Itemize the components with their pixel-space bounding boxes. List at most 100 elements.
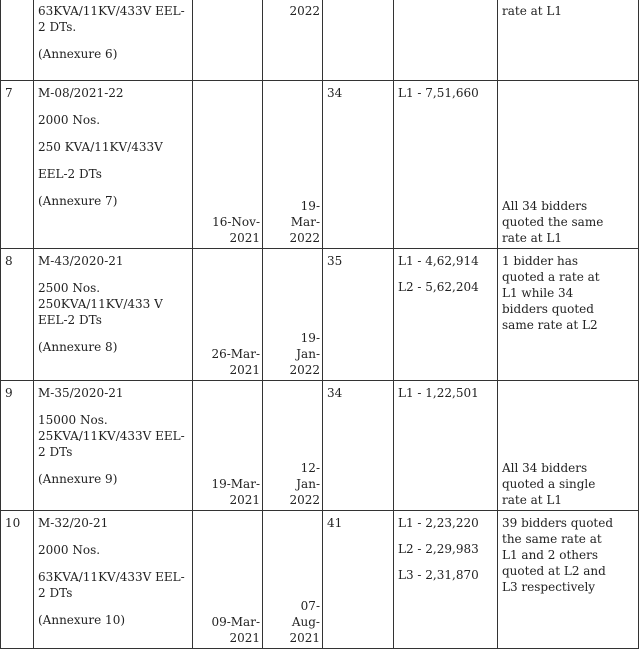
remark-line: rate at L1 <box>502 231 563 245</box>
rates-cell: L1 - 2,23,220 L2 - 2,29,983 L3 - 2,31,870 <box>393 510 498 649</box>
date-line: 2022 <box>289 493 320 507</box>
remark-line: All 34 bidders <box>502 461 588 475</box>
remark-line: quoted the same <box>502 215 604 229</box>
date-line: 2022 <box>289 4 320 18</box>
remark-line: L1 and 2 others <box>502 548 599 562</box>
date-line: 2021 <box>229 493 260 507</box>
tender-line: 63KVA/11KV/433V EEL-2 DTs <box>38 570 185 600</box>
rate-line: L2 - 2,29,983 <box>398 542 479 556</box>
nit-date-cell: 16-Nov- 2021 <box>192 80 263 249</box>
table-row: 9 M-35/2020-21 15000 Nos. 25KVA/11KV/433V … <box>0 380 639 511</box>
rates-cell: L1 - 4,62,914 L2 - 5,62,204 <box>393 248 498 381</box>
date-line: 07- <box>300 599 320 613</box>
tender-line: 2000 Nos. <box>38 543 101 557</box>
tender-details-cell: 63KVA/11KV/433V EEL-2 DTs. (Annexure 6) <box>33 0 193 81</box>
tender-details-cell: M-43/2020-21 2500 Nos. 250KVA/11KV/433 V … <box>33 248 193 381</box>
date-line: Jan- <box>296 477 320 491</box>
remark-line: quoted a single <box>502 477 596 491</box>
bidders-count-cell: 35 <box>322 248 394 381</box>
tender-line: M-08/2021-22 <box>38 86 124 100</box>
table-row: 8 M-43/2020-21 2500 Nos. 250KVA/11KV/433 V… <box>0 248 639 381</box>
rates-cell: L1 - 7,51,660 <box>393 80 498 249</box>
tender-line: 2000 Nos. <box>38 113 101 127</box>
tender-line: 250 KVA/11KV/433V <box>38 140 163 154</box>
rate-line: L1 - 2,23,220 <box>398 516 479 530</box>
remark-line: the same rate at <box>502 532 602 546</box>
tender-line: M-43/2020-21 <box>38 254 124 268</box>
tender-line: EEL-2 DTs <box>38 167 102 181</box>
tender-line: (Annexure 9) <box>38 472 118 486</box>
tender-details-cell: M-08/2021-22 2000 Nos. 250 KVA/11KV/433V EE… <box>33 80 193 249</box>
date-line: Jan- <box>296 347 320 361</box>
remarks-cell: All 34 bidders quoted the same rate at L1 <box>497 80 639 249</box>
date-line: Mar- <box>290 215 320 229</box>
rate-line: L1 - 4,62,914 <box>398 254 479 268</box>
tender-line: (Annexure 7) <box>38 194 118 208</box>
rate-line: L1 - 7,51,660 <box>398 86 479 100</box>
date-line: 2022 <box>289 231 320 245</box>
date-line: 09-Mar- <box>211 615 260 629</box>
tender-line: M-35/2020-21 <box>38 386 124 400</box>
tender-line: M-32/20-21 <box>38 516 109 530</box>
serial-number-cell: 7 <box>0 80 34 249</box>
date-line: 12- <box>300 461 320 475</box>
date-line: 2021 <box>229 631 260 645</box>
bidders-count-cell <box>322 0 394 81</box>
remarks-cell: 39 bidders quoted the same rate at L1 and … <box>497 510 639 649</box>
tender-line: (Annexure 8) <box>38 340 118 354</box>
table-row: 7 M-08/2021-22 2000 Nos. 250 KVA/11KV/433V E… <box>0 80 639 249</box>
nit-date-cell: 19-Mar- 2021 <box>192 380 263 511</box>
remark-line: quoted a rate at <box>502 270 600 284</box>
tender-line: 2500 Nos. 250KVA/11KV/433 V EEL-2 DTs <box>38 281 163 327</box>
tender-details-cell: M-32/20-21 2000 Nos. 63KVA/11KV/433V EEL-2… <box>33 510 193 649</box>
serial-number-cell <box>0 0 34 81</box>
nit-date-cell <box>192 0 263 81</box>
date-line: 16-Nov- <box>212 215 260 229</box>
date-line: 19- <box>300 199 320 213</box>
date-line: Aug- <box>291 615 320 629</box>
nit-date-cell: 26-Mar- 2021 <box>192 248 263 381</box>
rates-cell <box>393 0 498 81</box>
bidders-count-cell: 34 <box>322 80 394 249</box>
rate-line: L3 - 2,31,870 <box>398 568 479 582</box>
remark-line: 1 bidder has <box>502 254 579 268</box>
tender-line: (Annexure 6) <box>38 47 118 61</box>
tender-line: 15000 Nos. 25KVA/11KV/433V EEL-2 DTs <box>38 413 185 459</box>
rates-cell: L1 - 1,22,501 <box>393 380 498 511</box>
date-line: 2021 <box>229 231 260 245</box>
opening-date-cell: 2022 <box>262 0 323 81</box>
remarks-cell: All 34 bidders quoted a single rate at L1 <box>497 380 639 511</box>
nit-date-cell: 09-Mar- 2021 <box>192 510 263 649</box>
date-line: 19- <box>300 331 320 345</box>
rate-line: L1 - 1,22,501 <box>398 386 479 400</box>
remarks-cell: 1 bidder has quoted a rate at L1 while 34 b… <box>497 248 639 381</box>
opening-date-cell: 12- Jan- 2022 <box>262 380 323 511</box>
tender-details-cell: M-35/2020-21 15000 Nos. 25KVA/11KV/433V E… <box>33 380 193 511</box>
table-row: 10 M-32/20-21 2000 Nos. 63KVA/11KV/433V EEL… <box>0 510 639 649</box>
bidders-count-cell: 34 <box>322 380 394 511</box>
date-line: 26-Mar- <box>211 347 260 361</box>
opening-date-cell: 19- Jan- 2022 <box>262 248 323 381</box>
remarks-cell: rate at L1 <box>497 0 639 81</box>
date-line: 2021 <box>229 363 260 377</box>
serial-number-cell: 8 <box>0 248 34 381</box>
remark-line: L1 while 34 <box>502 286 574 300</box>
date-line: 2022 <box>289 363 320 377</box>
opening-date-cell: 19- Mar- 2022 <box>262 80 323 249</box>
date-line: 2021 <box>289 631 320 645</box>
tender-line: 63KVA/11KV/433V EEL-2 DTs. <box>38 4 185 34</box>
remark-line: bidders quoted <box>502 302 594 316</box>
remark-line: same rate at L2 <box>502 318 598 332</box>
remark-line: 39 bidders quoted <box>502 516 614 530</box>
date-line: 19-Mar- <box>211 477 260 491</box>
serial-number-cell: 9 <box>0 380 34 511</box>
remark-line: rate at L1 <box>502 4 563 18</box>
bidders-count-cell: 41 <box>322 510 394 649</box>
remark-line: rate at L1 <box>502 493 563 507</box>
tender-line: (Annexure 10) <box>38 613 126 627</box>
serial-number-cell: 10 <box>0 510 34 649</box>
table-row: 63KVA/11KV/433V EEL-2 DTs. (Annexure 6) 20… <box>0 0 639 81</box>
remark-line: All 34 bidders <box>502 199 588 213</box>
remark-line: L3 respectively <box>502 580 596 594</box>
